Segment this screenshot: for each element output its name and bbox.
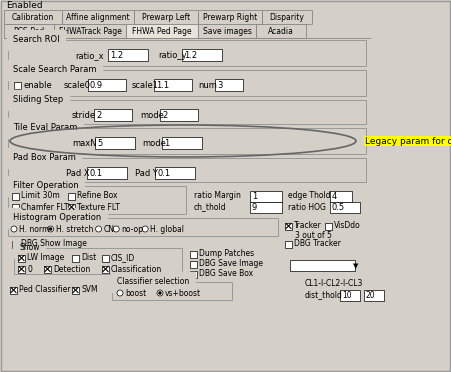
FancyBboxPatch shape xyxy=(12,192,19,199)
FancyBboxPatch shape xyxy=(8,158,366,182)
FancyBboxPatch shape xyxy=(330,191,352,202)
Circle shape xyxy=(158,292,161,295)
FancyBboxPatch shape xyxy=(72,286,79,294)
Text: 0.1: 0.1 xyxy=(157,169,170,177)
FancyBboxPatch shape xyxy=(10,286,17,294)
Text: Enabled: Enabled xyxy=(6,1,43,10)
Text: Search ROI: Search ROI xyxy=(13,35,60,45)
FancyBboxPatch shape xyxy=(262,10,312,24)
Text: Dist: Dist xyxy=(81,253,96,263)
Text: ratio Margin: ratio Margin xyxy=(194,192,241,201)
Text: Pad X: Pad X xyxy=(66,169,90,177)
Text: DBG Save Image: DBG Save Image xyxy=(199,260,263,269)
FancyBboxPatch shape xyxy=(102,266,109,273)
FancyBboxPatch shape xyxy=(88,79,126,91)
Text: ▼: ▼ xyxy=(353,263,359,269)
Text: 10: 10 xyxy=(342,291,352,300)
FancyBboxPatch shape xyxy=(68,203,75,211)
Text: H. norm: H. norm xyxy=(19,224,49,234)
FancyBboxPatch shape xyxy=(285,241,292,247)
FancyBboxPatch shape xyxy=(14,81,21,89)
FancyBboxPatch shape xyxy=(285,222,292,230)
Text: 4: 4 xyxy=(332,192,337,201)
FancyBboxPatch shape xyxy=(364,290,384,301)
Text: Scale Search Param: Scale Search Param xyxy=(13,65,97,74)
FancyBboxPatch shape xyxy=(18,266,25,273)
Text: CN: CN xyxy=(104,224,115,234)
FancyBboxPatch shape xyxy=(112,282,232,300)
FancyBboxPatch shape xyxy=(190,270,197,278)
Text: maxN: maxN xyxy=(72,140,97,148)
FancyBboxPatch shape xyxy=(256,24,306,38)
Circle shape xyxy=(117,290,123,296)
FancyBboxPatch shape xyxy=(325,222,332,230)
Text: DBG Show Image: DBG Show Image xyxy=(21,240,87,248)
Text: 0.9: 0.9 xyxy=(90,80,103,90)
FancyBboxPatch shape xyxy=(8,70,366,96)
Text: Sliding Step: Sliding Step xyxy=(13,96,63,105)
FancyBboxPatch shape xyxy=(62,10,134,24)
Text: FHWA Ped Page: FHWA Ped Page xyxy=(132,26,192,35)
Circle shape xyxy=(49,228,52,231)
Text: Pad Y: Pad Y xyxy=(135,169,158,177)
Text: 1.2: 1.2 xyxy=(184,51,197,60)
Text: boost: boost xyxy=(125,289,146,298)
Text: 0: 0 xyxy=(27,264,32,273)
FancyBboxPatch shape xyxy=(72,254,79,262)
Circle shape xyxy=(157,290,163,296)
FancyBboxPatch shape xyxy=(8,128,366,154)
FancyBboxPatch shape xyxy=(162,137,202,149)
Text: Acadia: Acadia xyxy=(268,26,294,35)
Text: ratio HOG: ratio HOG xyxy=(288,202,326,212)
Text: scale0: scale0 xyxy=(64,80,91,90)
Text: LW Image: LW Image xyxy=(27,253,64,263)
Text: FHWATrack Page: FHWATrack Page xyxy=(59,26,121,35)
Text: CL1-I-CL2-I-CL3: CL1-I-CL2-I-CL3 xyxy=(305,279,364,289)
Text: Filter Operation: Filter Operation xyxy=(13,182,78,190)
FancyBboxPatch shape xyxy=(8,100,366,124)
Text: Affine alignment: Affine alignment xyxy=(66,13,130,22)
FancyBboxPatch shape xyxy=(340,290,360,301)
FancyBboxPatch shape xyxy=(126,24,198,38)
Text: 1: 1 xyxy=(252,192,257,201)
FancyBboxPatch shape xyxy=(198,10,262,24)
Text: Tile Eval Param: Tile Eval Param xyxy=(13,124,78,132)
Text: ch_thold: ch_thold xyxy=(194,202,226,212)
FancyBboxPatch shape xyxy=(54,24,126,38)
FancyBboxPatch shape xyxy=(215,79,243,91)
FancyBboxPatch shape xyxy=(330,202,360,213)
Text: Classification: Classification xyxy=(111,264,162,273)
FancyBboxPatch shape xyxy=(8,186,186,214)
Text: 1: 1 xyxy=(164,138,169,148)
FancyBboxPatch shape xyxy=(68,192,75,199)
Text: ratio_x: ratio_x xyxy=(75,51,104,61)
Text: Legacy param for debugging: Legacy param for debugging xyxy=(365,137,451,145)
Text: Classifier selection: Classifier selection xyxy=(117,278,189,286)
Text: 0.1: 0.1 xyxy=(89,169,102,177)
FancyBboxPatch shape xyxy=(8,40,366,66)
Circle shape xyxy=(48,226,54,232)
FancyBboxPatch shape xyxy=(250,202,282,213)
Text: dist_thold: dist_thold xyxy=(305,291,343,299)
FancyBboxPatch shape xyxy=(250,191,282,202)
Text: 5: 5 xyxy=(97,138,102,148)
FancyBboxPatch shape xyxy=(12,241,19,247)
FancyBboxPatch shape xyxy=(4,10,62,24)
Text: num: num xyxy=(198,80,217,90)
FancyBboxPatch shape xyxy=(154,79,192,91)
Text: DBG Save Box: DBG Save Box xyxy=(199,269,253,279)
FancyBboxPatch shape xyxy=(190,260,197,267)
Text: Refine Box: Refine Box xyxy=(77,192,118,201)
FancyBboxPatch shape xyxy=(87,167,127,179)
Circle shape xyxy=(11,226,17,232)
Text: SVM: SVM xyxy=(81,285,97,295)
Text: 1.2: 1.2 xyxy=(110,51,123,60)
FancyBboxPatch shape xyxy=(14,248,182,274)
Text: Limit 30m: Limit 30m xyxy=(21,192,60,201)
Text: DBG Tracker: DBG Tracker xyxy=(294,240,341,248)
Text: CIS_ID: CIS_ID xyxy=(111,253,135,263)
Text: Texture FLT: Texture FLT xyxy=(77,202,120,212)
FancyBboxPatch shape xyxy=(18,254,25,262)
Text: Disparity: Disparity xyxy=(270,13,304,22)
